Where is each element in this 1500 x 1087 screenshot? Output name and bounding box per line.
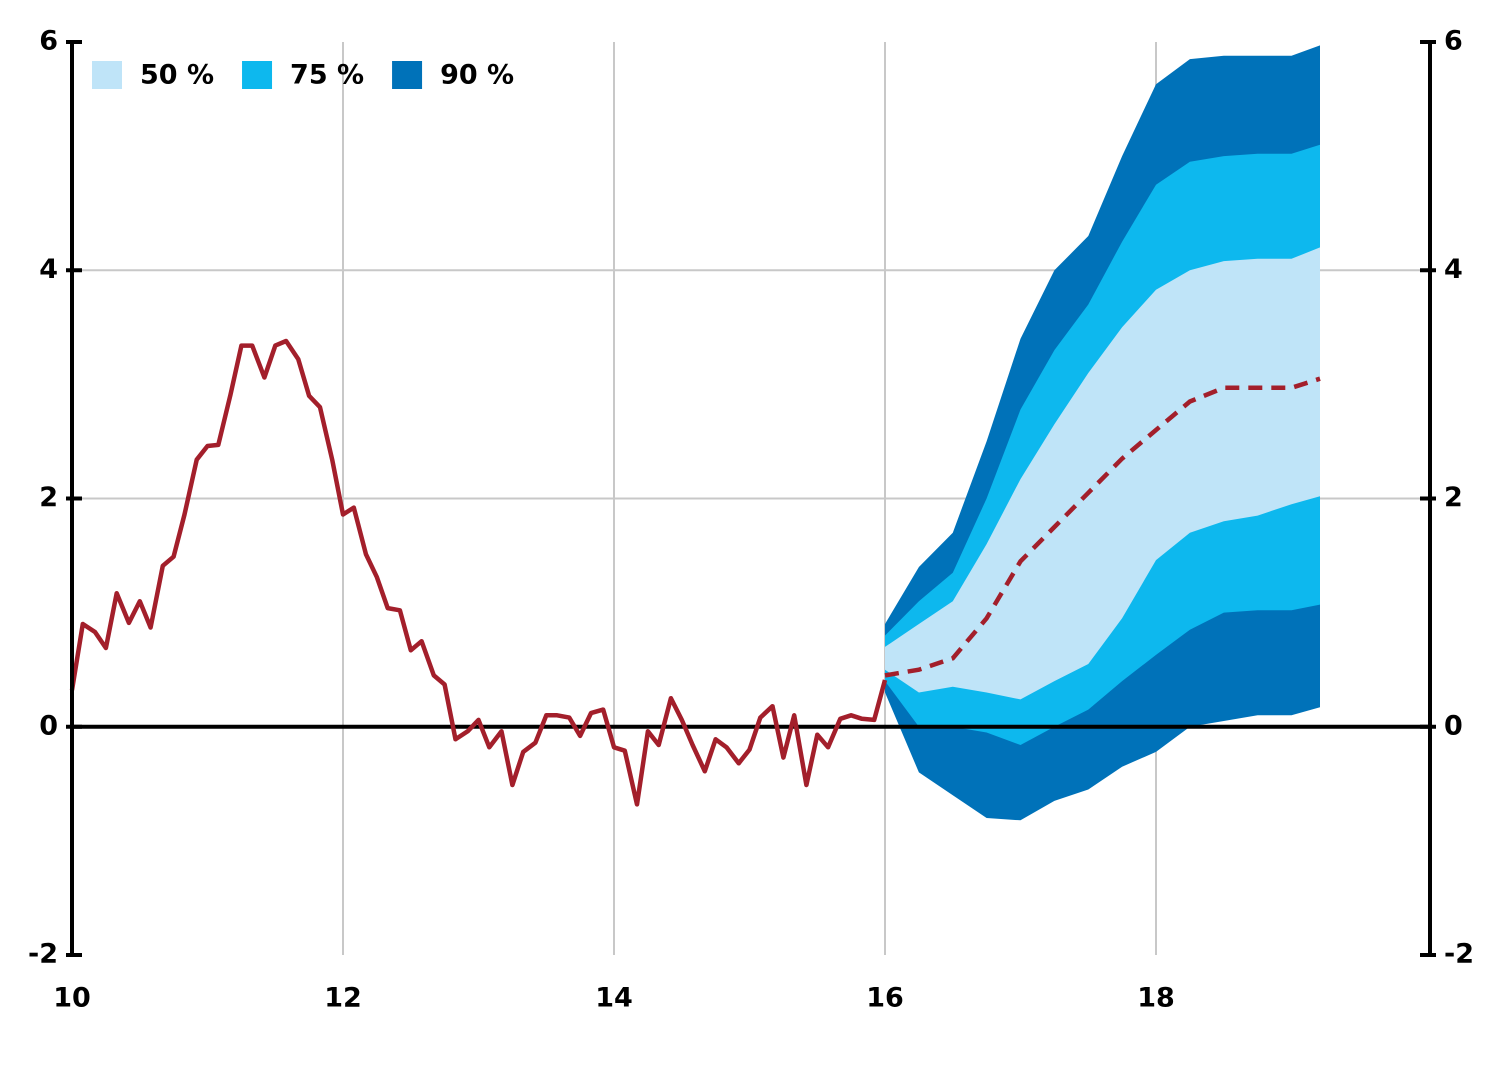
y2-tick-label: 2 [1444, 482, 1463, 513]
legend: 50 % 75 % 90 % [92, 60, 514, 91]
y-tick-label: 2 [39, 482, 58, 513]
legend-label: 90 % [440, 60, 514, 91]
legend-swatch [242, 61, 273, 89]
y2-tick-label: 0 [1444, 710, 1463, 741]
history-line [69, 338, 888, 807]
fan-band [885, 247, 1320, 700]
y-tick-label: 4 [39, 254, 58, 285]
x-tick-label: 18 [1137, 983, 1175, 1014]
y-tick-label: 0 [39, 710, 58, 741]
x-tick-label: 12 [324, 983, 362, 1014]
y-tick-label: -2 [28, 939, 58, 970]
legend-label: 75 % [290, 60, 364, 91]
y2-tick-label: -2 [1444, 939, 1474, 970]
legend-swatch [392, 61, 423, 89]
legend-label: 50 % [140, 60, 214, 91]
x-tick-label: 10 [53, 983, 91, 1014]
x-tick-label: 14 [595, 983, 633, 1014]
y-tick-label: 6 [39, 26, 58, 57]
y2-tick-label: 6 [1444, 26, 1463, 57]
x-tick-label: 16 [866, 983, 904, 1014]
y2-tick-label: 4 [1444, 254, 1463, 285]
forecast-line [884, 376, 1321, 678]
legend-swatch [92, 61, 122, 89]
